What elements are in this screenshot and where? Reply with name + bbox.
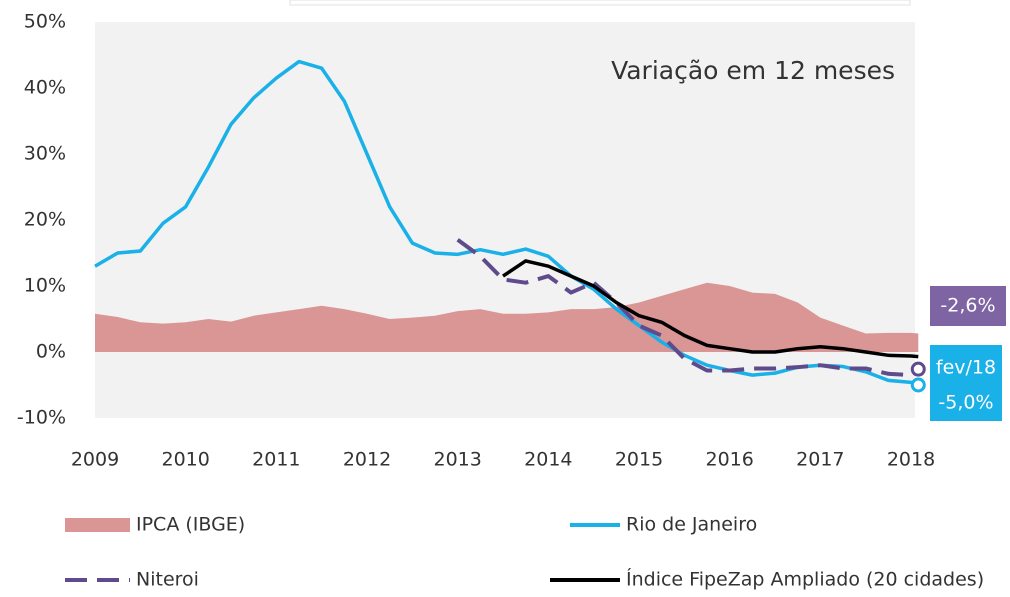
y-tick-label: 0% (36, 341, 66, 363)
legend-item: Niteroi (65, 569, 199, 591)
legend-item: Índice FipeZap Ampliado (20 cidades) (550, 568, 984, 591)
x-tick-label: 2010 (161, 449, 209, 471)
end-marker (910, 361, 926, 377)
y-tick-label: -10% (17, 407, 66, 429)
x-tick-label: 2011 (252, 449, 300, 471)
y-tick-label: 10% (24, 275, 66, 297)
legend-label: Índice FipeZap Ampliado (20 cidades) (626, 568, 984, 591)
legend-item: IPCA (IBGE) (65, 514, 245, 536)
header-box (289, 0, 911, 6)
x-tick-label: 2017 (796, 449, 844, 471)
legend-label: Rio de Janeiro (626, 514, 757, 536)
x-tick-label: 2018 (887, 449, 935, 471)
x-tick-label: 2013 (434, 449, 482, 471)
annotation: Variação em 12 meses (611, 56, 895, 85)
label-box (930, 286, 1006, 326)
label-box (930, 345, 1002, 421)
y-tick-label: 40% (24, 77, 66, 99)
annotation: fev/18 (936, 357, 996, 379)
y-tick-label: 30% (24, 143, 66, 165)
line (456, 238, 920, 378)
x-tick-label: 2009 (71, 449, 119, 471)
legend-label: Niteroi (136, 569, 199, 591)
line (502, 259, 919, 359)
data-label: -5,0% (938, 392, 993, 414)
x-tick-label: 2016 (706, 449, 754, 471)
y-tick-label: 50% (24, 11, 66, 33)
x-tick-label: 2014 (524, 449, 572, 471)
data-label: -2,6% (940, 295, 995, 317)
legend-label: IPCA (IBGE) (136, 514, 245, 536)
legend-swatch (65, 518, 130, 532)
x-tick-label: 2015 (615, 449, 663, 471)
y-tick-label: 20% (24, 209, 66, 231)
legend-item: Rio de Janeiro (570, 514, 757, 536)
plot (94, 59, 920, 387)
area (95, 282, 919, 352)
end-marker (910, 377, 926, 393)
x-tick-label: 2012 (343, 449, 391, 471)
